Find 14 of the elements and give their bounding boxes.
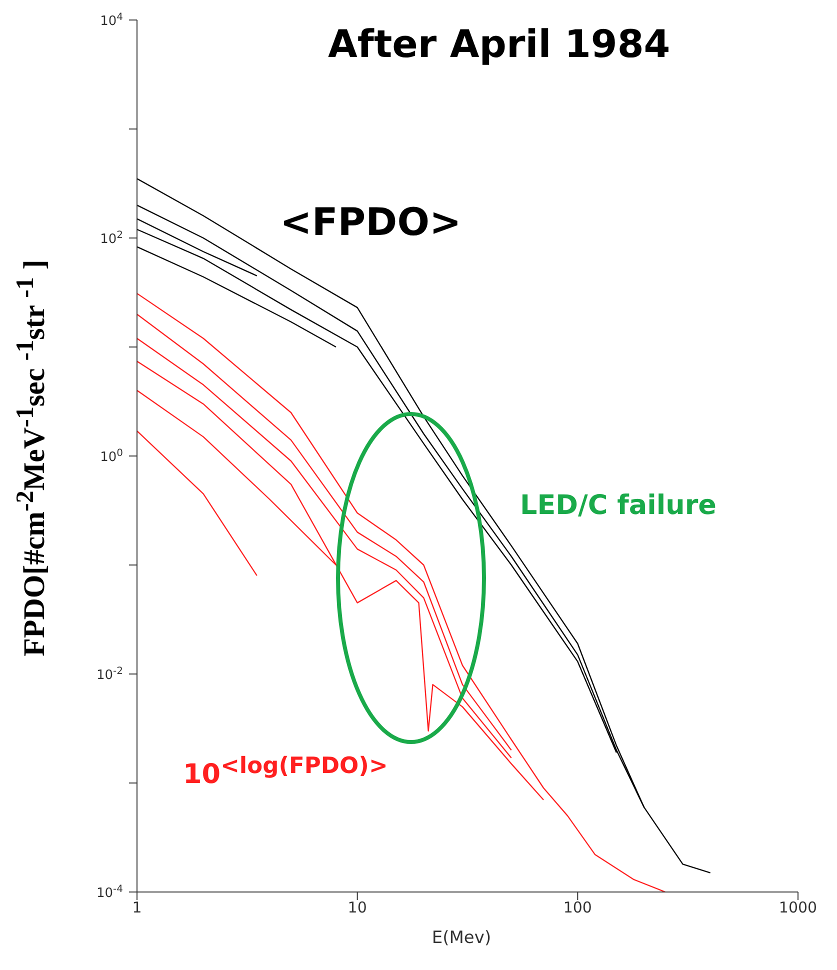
- chart-title: After April 1984: [328, 22, 670, 66]
- x-tick-label: 1: [132, 898, 142, 917]
- x-tick-label: 1000: [778, 898, 818, 917]
- annotation: <FPDO>: [280, 200, 462, 244]
- x-axis-title: E(Mev): [430, 928, 492, 948]
- y-tick-label: 10$^{4}$: [100, 12, 123, 29]
- annotation: LED/C failure: [520, 490, 716, 521]
- y-tick-label: 10$^{-2}$: [96, 666, 123, 683]
- y-tick-label: 10$^{2}$: [100, 230, 123, 247]
- x-tick-label: 10: [348, 898, 367, 917]
- y-tick-label: 10$^{0}$: [100, 448, 123, 465]
- x-tick-label: 100: [563, 898, 592, 917]
- annotation: 10$^{<log(FPDO)>}$: [183, 753, 388, 790]
- y-tick-label: 10$^{-4}$: [96, 884, 123, 901]
